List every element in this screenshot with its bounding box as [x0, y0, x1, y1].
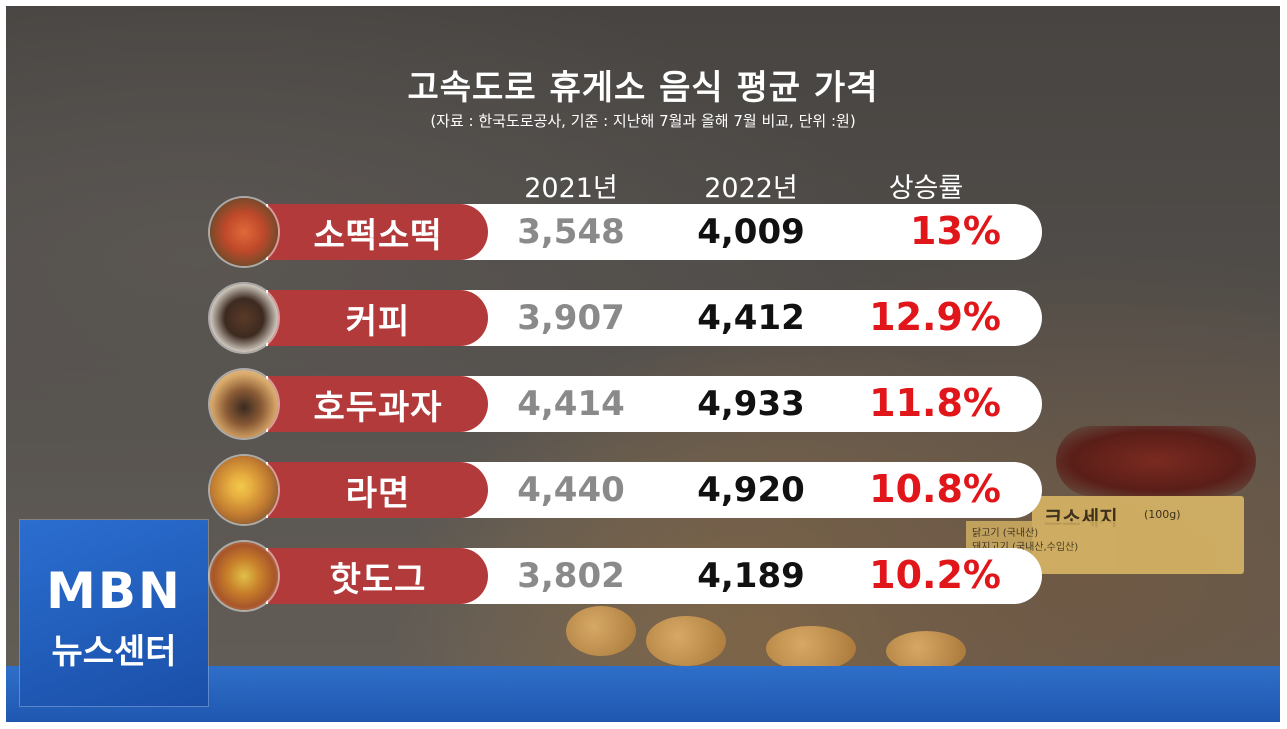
- cell-rate: 10.8%: [869, 467, 1001, 511]
- cell-rate: 11.8%: [869, 381, 1001, 425]
- cell-2021: 4,414: [517, 384, 625, 424]
- row-item-label: 호두과자: [268, 376, 488, 432]
- chart-subtitle: (자료 : 한국도로공사, 기준 : 지난해 7월과 올해 7월 비교, 단위 …: [430, 112, 856, 130]
- broadcast-frame: 크소세지 (100g) 닭고기 (국내산) 돼지고기 (국내산,수입산) 고속도…: [6, 6, 1280, 722]
- cell-2022: 4,009: [697, 212, 805, 252]
- column-header-2022: 2022년: [704, 173, 798, 204]
- chart-title: 고속도로 휴게소 음식 평균 가격: [407, 68, 879, 108]
- sign-origin-line2: 돼지고기 (국내산,수입산): [972, 542, 1079, 553]
- background-pastry: [766, 626, 856, 671]
- column-header-rate: 상승률: [888, 173, 964, 204]
- row-item-label: 라면: [268, 462, 488, 518]
- walnut-cake-icon: [210, 370, 278, 438]
- row-item-label: 핫도그: [268, 548, 488, 604]
- cell-2021: 3,907: [517, 298, 625, 338]
- cell-2022: 4,412: [697, 298, 805, 338]
- cell-2021: 4,440: [517, 470, 625, 510]
- logo-program: 뉴스센터: [51, 632, 177, 672]
- row-item-label: 소떡소떡: [268, 204, 488, 260]
- cell-2022: 4,933: [697, 384, 805, 424]
- background-pastry: [566, 606, 636, 656]
- bottom-news-band: [6, 666, 1280, 722]
- cell-2022: 4,189: [697, 556, 805, 596]
- cell-rate: 13%: [910, 209, 1001, 253]
- sotteok-skewer-icon: [210, 198, 278, 266]
- cell-rate: 12.9%: [869, 295, 1001, 339]
- cell-2021: 3,802: [517, 556, 625, 596]
- cell-2022: 4,920: [697, 470, 805, 510]
- cell-rate: 10.2%: [869, 553, 1001, 597]
- sign-weight: (100g): [1144, 508, 1181, 521]
- coffee-cup-icon: [210, 284, 278, 352]
- column-header-2021: 2021년: [524, 173, 618, 204]
- ramen-bowl-icon: [210, 456, 278, 524]
- cell-2021: 3,548: [517, 212, 625, 252]
- background-pastry: [886, 631, 966, 671]
- logo-brand: MBN: [46, 562, 182, 620]
- background-pastry: [646, 616, 726, 666]
- background-sausage: [1056, 426, 1256, 496]
- sign-origin-line1: 닭고기 (국내산): [972, 528, 1039, 539]
- row-item-label: 커피: [268, 290, 488, 346]
- mbn-logo: MBN 뉴스센터: [20, 520, 208, 706]
- hotdog-icon: [210, 542, 278, 610]
